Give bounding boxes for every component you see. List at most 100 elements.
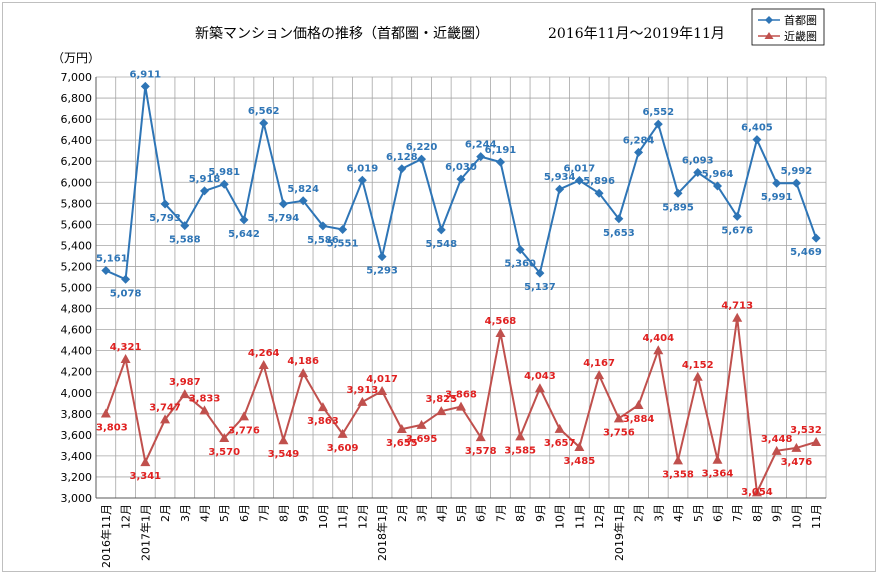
x-tick-label: 9月: [771, 504, 784, 522]
data-point-kinki: [337, 428, 348, 438]
data-point-kinki: [396, 424, 407, 434]
data-point-kinki: [238, 411, 249, 421]
data-point-tokyo: [219, 179, 229, 189]
y-tick-label: 6,200: [61, 155, 93, 168]
data-point-kinki: [613, 413, 624, 423]
y-tick-label: 7,000: [61, 71, 93, 84]
legend-box: [751, 8, 825, 46]
data-point-tokyo: [357, 175, 367, 185]
data-point-tokyo: [318, 221, 328, 231]
data-point-tokyo: [338, 225, 348, 235]
data-point-tokyo: [732, 211, 742, 221]
data-label-tokyo: 6,244: [465, 140, 497, 151]
y-tick-label: 3,400: [61, 450, 93, 463]
y-tick-label: 6,400: [61, 134, 93, 147]
x-tick-label: 8月: [514, 504, 527, 522]
data-label-tokyo: 5,653: [603, 228, 635, 239]
legend: 首都圏 近畿圏: [751, 8, 825, 46]
data-point-kinki: [554, 423, 565, 433]
data-label-tokyo: 5,793: [149, 213, 181, 224]
x-tick-label: 4月: [672, 504, 685, 522]
data-label-tokyo: 5,981: [208, 167, 240, 178]
data-point-kinki: [732, 312, 743, 322]
data-point-tokyo: [495, 157, 505, 167]
y-tick-label: 4,800: [61, 303, 93, 316]
x-tick-label: 4月: [199, 504, 212, 522]
data-point-kinki: [357, 396, 368, 406]
y-tick-label: 3,600: [61, 429, 93, 442]
x-tick-label: 10月: [554, 504, 567, 529]
data-label-tokyo: 5,161: [96, 254, 128, 265]
data-point-tokyo: [515, 245, 525, 255]
data-label-kinki: 3,549: [268, 449, 300, 460]
data-label-kinki: 3,341: [130, 471, 162, 482]
x-tick-label: 5月: [218, 504, 231, 522]
x-tick-label: 6月: [238, 504, 251, 522]
data-point-tokyo: [673, 188, 683, 198]
y-tick-label: 6,800: [61, 92, 93, 105]
data-label-tokyo: 6,220: [406, 142, 438, 153]
data-point-kinki: [811, 437, 822, 447]
data-label-tokyo: 6,019: [347, 163, 379, 174]
data-label-tokyo: 5,824: [287, 184, 319, 195]
data-label-tokyo: 5,991: [761, 192, 793, 203]
legend-label-tokyo: 首都圏: [784, 13, 817, 27]
x-tick-label: 10月: [317, 504, 330, 529]
data-label-kinki: 4,264: [248, 348, 280, 359]
x-tick-label: 10月: [790, 504, 803, 529]
x-tick-label: 2月: [396, 504, 409, 522]
y-tick-label: 4,200: [61, 366, 93, 379]
data-point-kinki: [791, 442, 802, 452]
y-tick-labels: 3,000 3,200 3,400 3,600 3,800 4,000 4,200 4,400…: [61, 71, 93, 505]
x-tick-label: 12月: [356, 504, 369, 529]
y-tick-label: 5,000: [61, 282, 93, 295]
data-point-tokyo: [298, 196, 308, 206]
data-label-kinki: 3,884: [623, 414, 655, 425]
legend-marker-diamond: [765, 16, 773, 24]
data-label-kinki: 3,863: [307, 416, 339, 427]
data-label-kinki: 3,657: [544, 438, 576, 449]
data-label-tokyo: 5,469: [790, 247, 822, 258]
legend-marker-triangle: [764, 32, 774, 39]
x-tick-label: 6月: [475, 504, 488, 522]
data-label-kinki: 4,713: [721, 301, 753, 312]
data-label-tokyo: 5,918: [189, 174, 221, 185]
data-point-tokyo: [614, 214, 624, 224]
data-label-tokyo: 6,191: [485, 145, 517, 156]
data-label-kinki: 4,186: [287, 356, 319, 367]
data-point-kinki: [712, 454, 723, 464]
data-point-kinki: [100, 408, 111, 418]
data-point-tokyo: [574, 175, 584, 185]
x-tick-label: 2月: [633, 504, 646, 522]
data-point-tokyo: [594, 188, 604, 198]
data-label-tokyo: 5,642: [228, 229, 260, 240]
data-label-kinki: 3,364: [702, 469, 734, 480]
data-point-kinki: [653, 345, 664, 355]
data-point-kinki: [633, 399, 644, 409]
x-tick-label: 8月: [277, 504, 290, 522]
data-label-kinki: 3,913: [347, 385, 379, 396]
data-point-tokyo: [476, 152, 486, 162]
data-point-kinki: [160, 414, 171, 424]
x-tick-label: 2019年1月: [612, 504, 626, 561]
data-label-kinki: 4,167: [583, 358, 615, 369]
chart-period: 2016年11月～2019年11月: [548, 26, 725, 42]
x-tick-label: 11月: [573, 504, 586, 529]
data-point-kinki: [475, 432, 486, 442]
data-label-kinki: 3,833: [189, 393, 221, 404]
data-point-tokyo: [653, 119, 663, 129]
data-point-kinki: [495, 327, 506, 337]
data-label-kinki: 4,017: [366, 374, 398, 385]
data-point-tokyo: [377, 252, 387, 262]
data-point-tokyo: [752, 135, 762, 145]
data-label-tokyo: 5,896: [583, 176, 615, 187]
x-tick-label: 5月: [692, 504, 705, 522]
data-point-tokyo: [140, 81, 150, 91]
data-point-kinki: [317, 402, 328, 412]
data-label-kinki: 4,568: [485, 316, 517, 327]
data-point-kinki: [436, 406, 447, 416]
data-label-kinki: 4,404: [642, 333, 674, 344]
y-tick-label: 4,600: [61, 324, 93, 337]
data-label-kinki: 3,695: [406, 434, 438, 445]
data-label-tokyo: 5,137: [524, 282, 556, 293]
